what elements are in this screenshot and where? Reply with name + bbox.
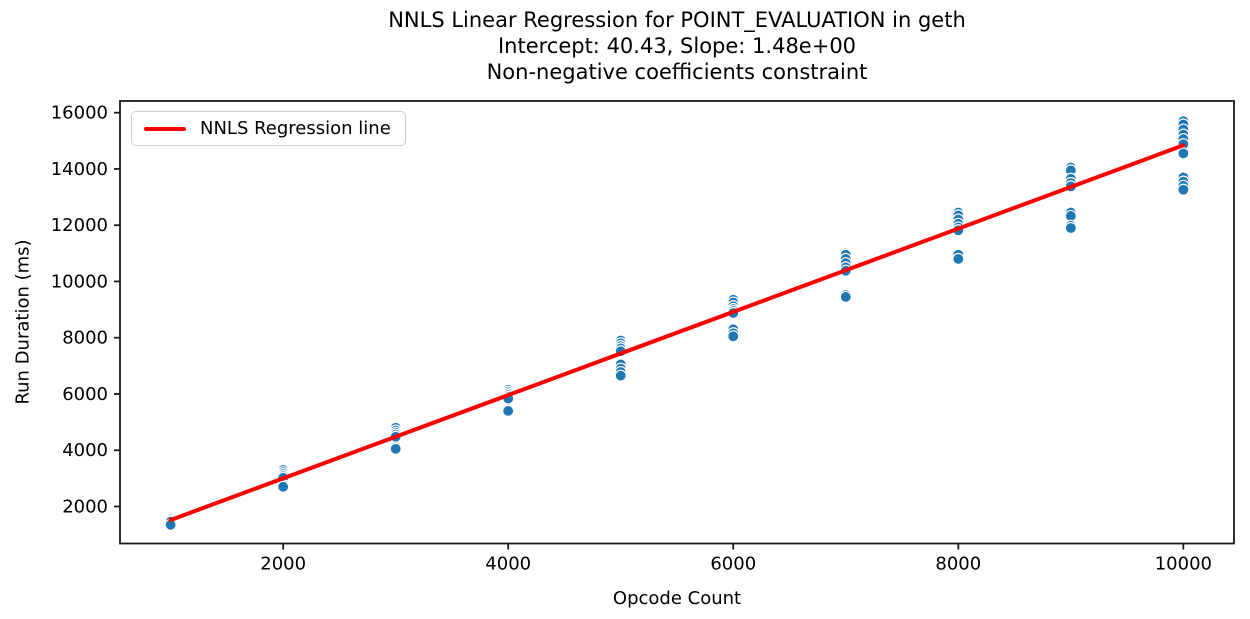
legend-line-icon <box>144 126 186 131</box>
scatter-point <box>502 404 515 417</box>
legend: NNLS Regression line <box>131 111 406 146</box>
x-tick-label: 2000 <box>260 554 306 575</box>
x-tick-label: 6000 <box>710 554 756 575</box>
x-tick-label: 10000 <box>1155 554 1212 575</box>
y-tick-label: 14000 <box>51 159 108 180</box>
scatter-point <box>614 369 627 382</box>
regression-line <box>168 143 1186 522</box>
chart-subtitle-stats: Intercept: 40.43, Slope: 1.48e+00 <box>497 34 857 58</box>
y-tick-label: 6000 <box>62 384 108 405</box>
scatter-point <box>727 330 740 343</box>
y-tick-label: 4000 <box>62 440 108 461</box>
scatter-point <box>1064 221 1077 235</box>
y-tick-label: 16000 <box>51 103 108 124</box>
y-tick-label: 10000 <box>51 271 108 292</box>
x-tick-label: 8000 <box>935 554 981 575</box>
chart-subtitle-constraint: Non-negative coefficients constraint <box>486 60 868 84</box>
axes-frame <box>119 100 1235 545</box>
scatter-point <box>1177 147 1190 160</box>
y-axis-label: Run Duration (ms) <box>12 239 34 405</box>
y-tick-label: 12000 <box>51 215 108 236</box>
y-tick-label: 2000 <box>62 497 108 518</box>
chart-title-block: NNLS Linear Regression for POINT_EVALUAT… <box>120 7 1234 85</box>
scatter-point <box>839 290 852 304</box>
scatter-point <box>277 480 290 493</box>
x-axis-label: Opcode Count <box>612 588 742 609</box>
chart-title: NNLS Linear Regression for POINT_EVALUAT… <box>388 8 966 32</box>
scatter-point <box>952 252 965 266</box>
y-tick-label: 8000 <box>62 328 108 349</box>
scatter-point <box>1177 183 1190 196</box>
scatter-point <box>389 442 402 455</box>
x-tick-label: 4000 <box>485 554 531 575</box>
legend-label: NNLS Regression line <box>200 118 391 139</box>
